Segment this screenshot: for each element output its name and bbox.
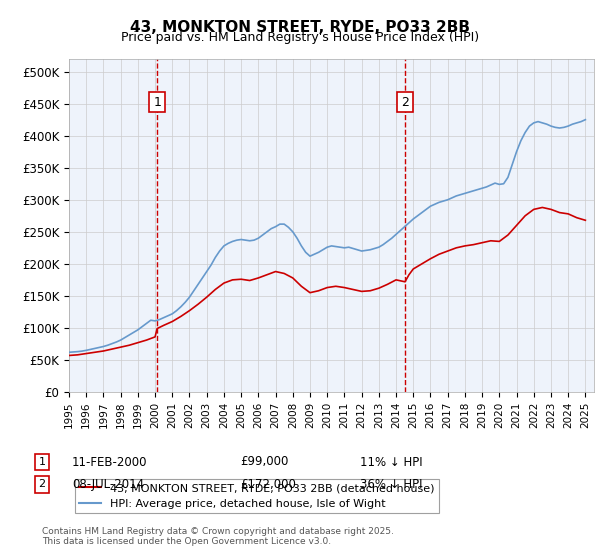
Text: 2: 2 (401, 96, 409, 109)
Text: 36% ↓ HPI: 36% ↓ HPI (360, 478, 422, 491)
Text: 43, MONKTON STREET, RYDE, PO33 2BB: 43, MONKTON STREET, RYDE, PO33 2BB (130, 20, 470, 35)
Text: 11-FEB-2000: 11-FEB-2000 (72, 455, 148, 469)
Text: 1: 1 (38, 457, 46, 467)
Text: 1: 1 (153, 96, 161, 109)
Text: £99,000: £99,000 (240, 455, 289, 469)
Text: Price paid vs. HM Land Registry's House Price Index (HPI): Price paid vs. HM Land Registry's House … (121, 31, 479, 44)
Text: £172,000: £172,000 (240, 478, 296, 491)
Text: 11% ↓ HPI: 11% ↓ HPI (360, 455, 422, 469)
Legend: 43, MONKTON STREET, RYDE, PO33 2BB (detached house), HPI: Average price, detache: 43, MONKTON STREET, RYDE, PO33 2BB (deta… (74, 479, 439, 513)
Text: 08-JUL-2014: 08-JUL-2014 (72, 478, 144, 491)
Text: Contains HM Land Registry data © Crown copyright and database right 2025.
This d: Contains HM Land Registry data © Crown c… (42, 526, 394, 546)
Text: 2: 2 (38, 479, 46, 489)
